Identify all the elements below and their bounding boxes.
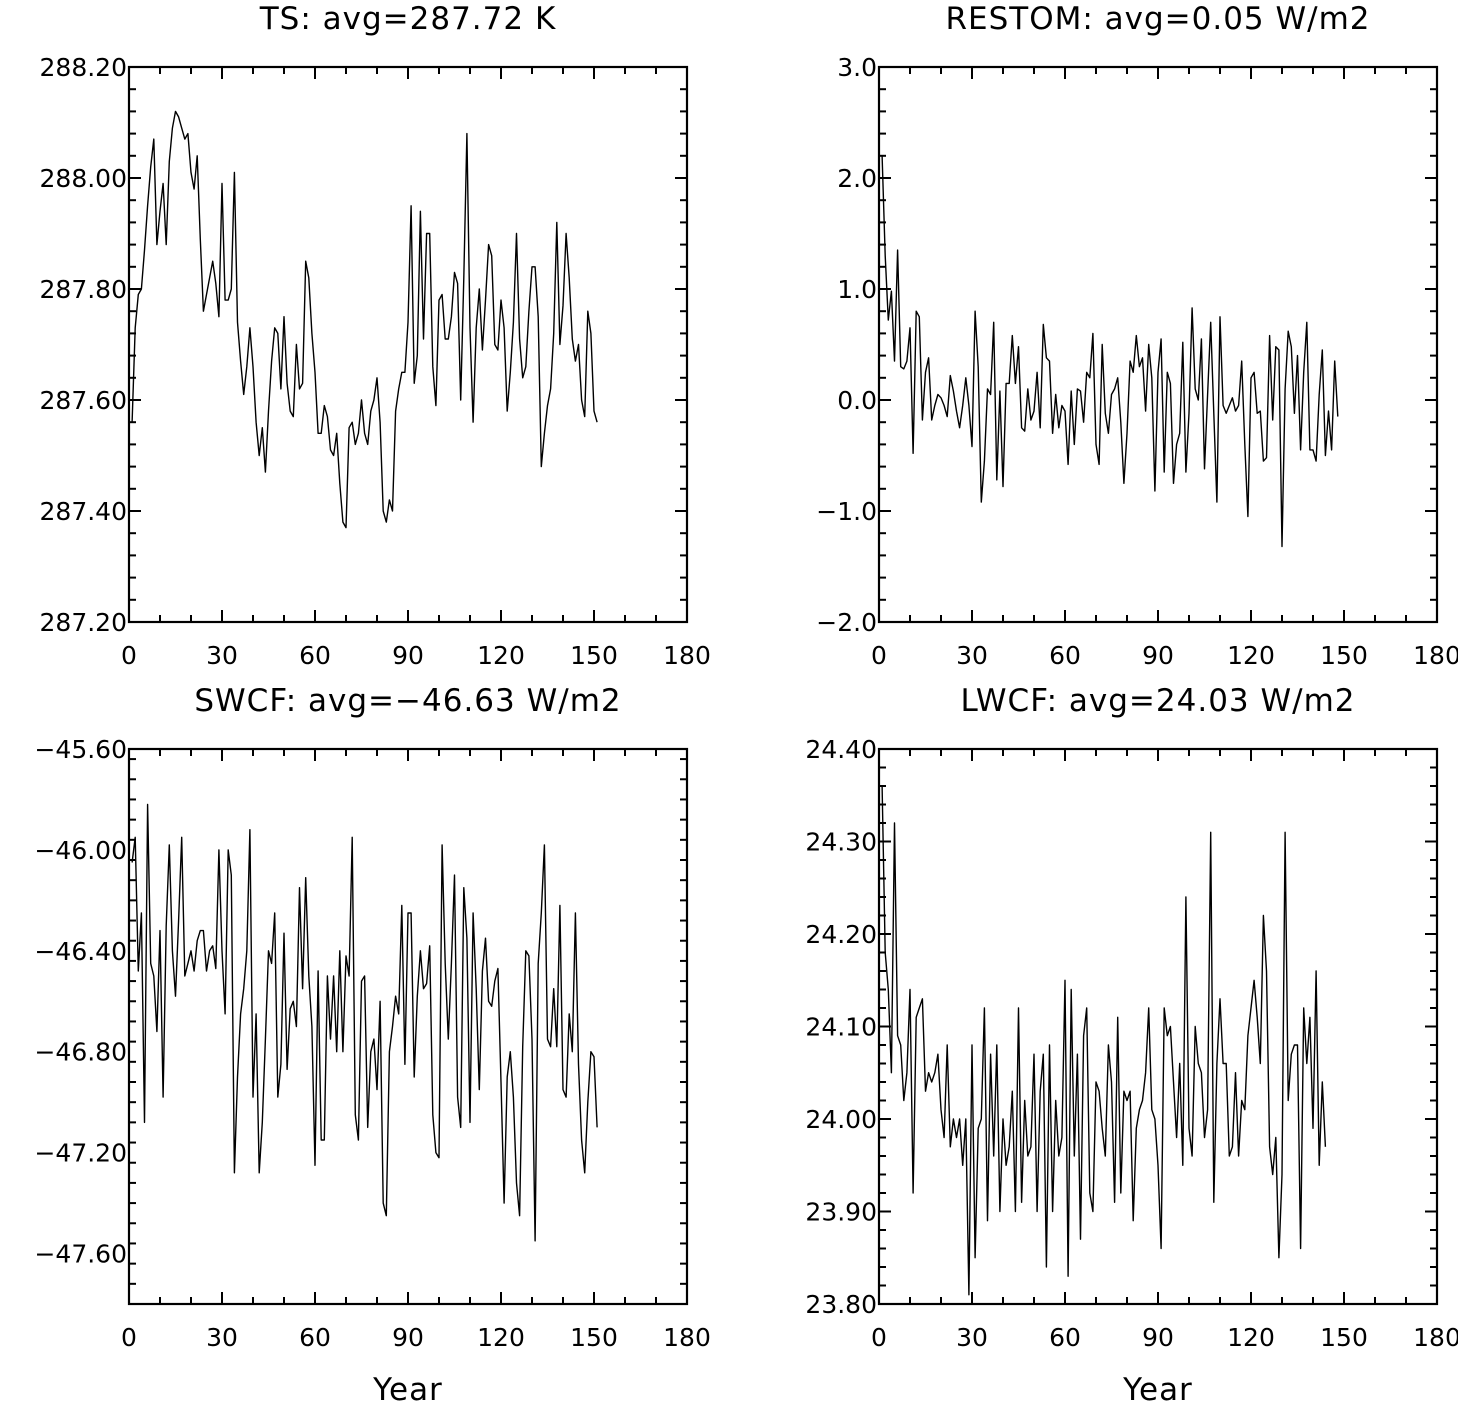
series-line-restom	[881, 155, 1339, 548]
y-tick-label: 3.0	[837, 53, 877, 82]
y-tick-label: 23.90	[805, 1198, 877, 1227]
plot-frame	[877, 65, 1439, 624]
x-tick-label: 150	[1320, 1323, 1368, 1352]
y-tick-label: −1.0	[816, 497, 877, 526]
y-tick-label: 287.40	[40, 497, 127, 526]
x-tick-label: 150	[570, 1323, 618, 1352]
y-tick-label: 24.00	[805, 1105, 877, 1134]
panel-restom: RESTOM: avg=0.05 W/m2 0 30 60 90 120 150 180 −2.…	[816, 1, 1458, 670]
panel-swcf: SWCF: avg=−46.63 W/m2 0 30 60 90 120 150 180 −45…	[34, 683, 710, 1402]
x-tick-label: 90	[1142, 1323, 1174, 1352]
y-tick-label: 287.60	[40, 386, 127, 415]
plot-frame	[127, 65, 689, 624]
x-tick-label: 60	[1049, 641, 1081, 670]
y-tick-label: 24.30	[805, 828, 877, 857]
x-tick-label: 90	[1142, 641, 1174, 670]
x-tick-label: 120	[1227, 1323, 1275, 1352]
y-tick-label: 24.10	[805, 1013, 877, 1042]
x-tick-label: 150	[570, 641, 618, 670]
x-tick-label: 180	[663, 641, 711, 670]
y-tick-label: 0.0	[837, 386, 877, 415]
x-tick-label: 30	[206, 1323, 238, 1352]
chart-title: TS: avg=287.72 K	[259, 1, 557, 37]
y-tick-label: 23.80	[805, 1290, 877, 1319]
y-tick-label: −47.60	[34, 1240, 127, 1269]
x-tick-label: 120	[477, 1323, 525, 1352]
chart-title: RESTOM: avg=0.05 W/m2	[945, 1, 1370, 37]
y-tick-label: −46.00	[34, 836, 127, 865]
x-tick-label: 30	[956, 641, 988, 670]
y-tick-label: −47.20	[34, 1139, 127, 1168]
x-tick-label: 30	[956, 1323, 988, 1352]
y-tick-label: 24.40	[805, 735, 877, 764]
x-tick-label: 60	[1049, 1323, 1081, 1352]
x-axis-label: Year	[1122, 1372, 1193, 1402]
x-tick-label: 180	[1413, 641, 1458, 670]
x-tick-label: 0	[871, 1323, 887, 1352]
y-tick-label: 24.20	[805, 920, 877, 949]
x-tick-label: 120	[477, 641, 525, 670]
panel-lwcf: LWCF: avg=24.03 W/m2 0 30 60 90 120 150 180 23.8…	[805, 683, 1458, 1402]
y-tick-label: 288.20	[40, 53, 127, 82]
chart-title: SWCF: avg=−46.63 W/m2	[194, 683, 621, 719]
y-tick-label: 2.0	[837, 164, 877, 193]
chart-title: LWCF: avg=24.03 W/m2	[960, 683, 1355, 719]
plot-frame	[127, 747, 689, 1306]
series-line-ts	[131, 110, 598, 529]
x-tick-label: 0	[121, 1323, 137, 1352]
x-tick-label: 90	[392, 1323, 424, 1352]
x-tick-label: 90	[392, 641, 424, 670]
x-tick-label: 0	[871, 641, 887, 670]
y-tick-label: 287.20	[40, 608, 127, 637]
y-tick-label: −46.40	[34, 937, 127, 966]
panel-ts: TS: avg=287.72 K 0 30 60 90 120 150 180 287.20 28…	[40, 1, 711, 670]
plot-frame	[877, 747, 1439, 1306]
y-tick-label: −45.60	[34, 735, 127, 764]
x-tick-label: 60	[299, 641, 331, 670]
y-tick-label: −46.80	[34, 1038, 127, 1067]
x-tick-label: 150	[1320, 641, 1368, 670]
x-tick-label: 60	[299, 1323, 331, 1352]
series-line-swcf	[131, 803, 598, 1242]
x-tick-label: 180	[1413, 1323, 1458, 1352]
x-axis-label: Year	[372, 1372, 443, 1402]
x-tick-label: 0	[121, 641, 137, 670]
x-tick-label: 30	[206, 641, 238, 670]
y-tick-label: 288.00	[40, 164, 127, 193]
x-tick-label: 180	[663, 1323, 711, 1352]
y-tick-label: 287.80	[40, 275, 127, 304]
y-tick-label: 1.0	[837, 275, 877, 304]
y-tick-label: −2.0	[816, 608, 877, 637]
x-tick-label: 120	[1227, 641, 1275, 670]
series-line-lwcf	[881, 785, 1327, 1296]
